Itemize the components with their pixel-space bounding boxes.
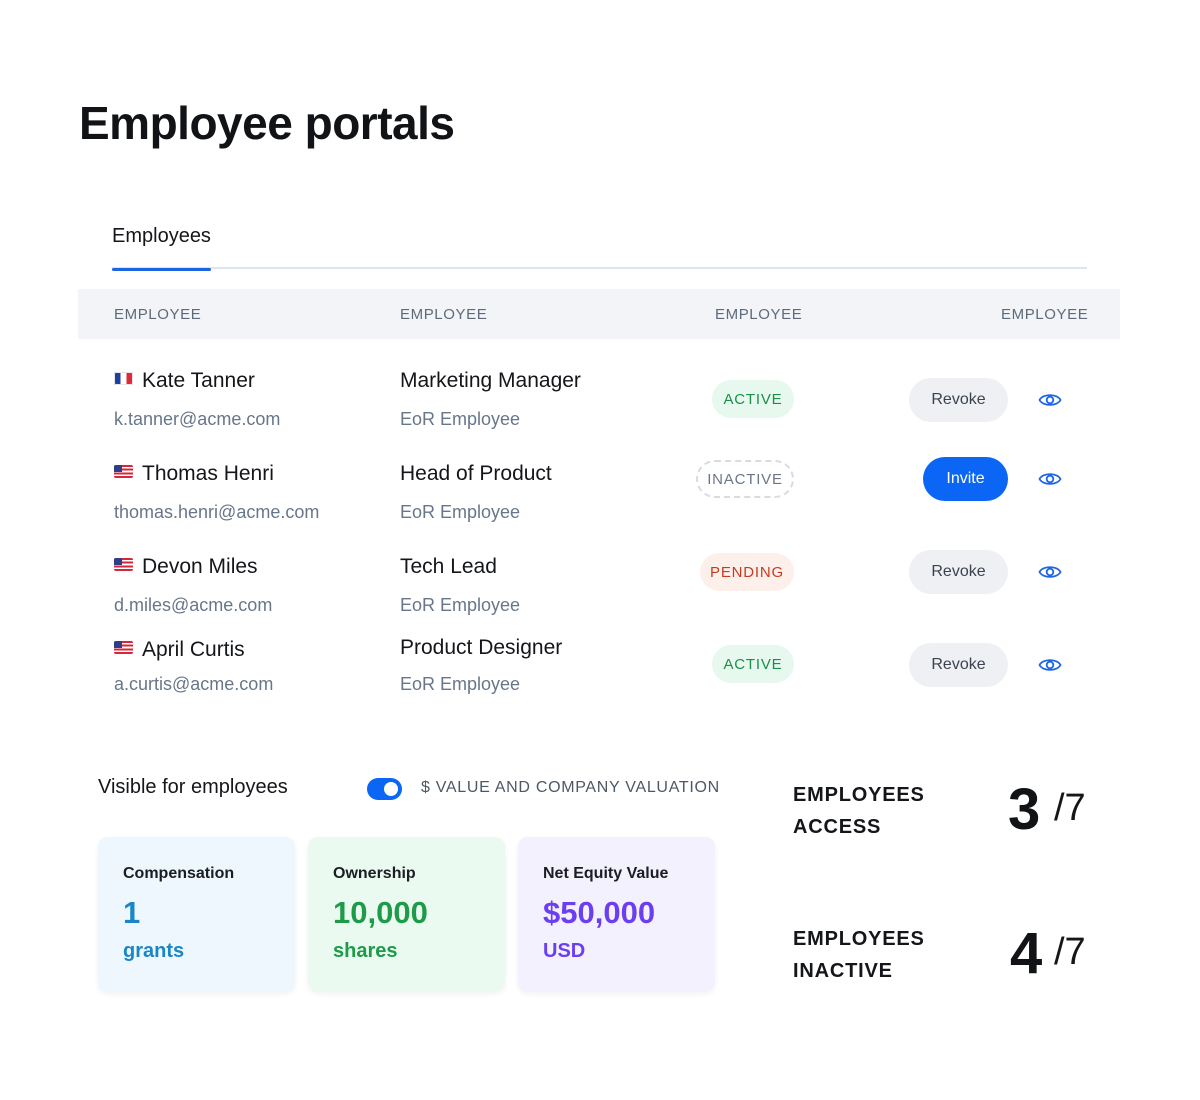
us-flag-icon [114,464,133,478]
fr-flag-icon [114,371,133,385]
column-header[interactable]: EMPLOYEE [114,306,202,323]
table-row: April Curtis a.curtis@acme.com Product D… [78,632,1120,725]
ownership-card: Ownership 10,000 shares [308,837,505,992]
employee-type: EoR Employee [400,674,521,694]
employee-name: April Curtis [142,638,245,661]
card-value: $50,000 [543,895,656,930]
revoke-button[interactable]: Revoke [909,550,1008,594]
table-row: Thomas Henri thomas.henri@acme.com Head … [78,446,1120,539]
employee-type: EoR Employee [400,595,521,615]
column-header[interactable]: EMPLOYEE [1001,306,1089,323]
card-title: Ownership [333,865,416,882]
employees-inactive-label: EMPLOYEES INACTIVE [793,923,925,987]
net-equity-card: Net Equity Value $50,000 USD [518,837,715,992]
card-unit: USD [543,940,586,962]
employees-inactive-count: 4 [1010,921,1043,986]
us-flag-icon [114,640,133,654]
employee-email: k.tanner@acme.com [114,409,281,429]
toggle-knob [384,782,398,796]
us-flag-icon [114,557,133,571]
tab-active-indicator [112,268,211,271]
employee-email: thomas.henri@acme.com [114,502,320,522]
revoke-button[interactable]: Revoke [909,378,1008,422]
eye-icon[interactable] [1038,389,1062,411]
eye-icon[interactable] [1038,468,1062,490]
employee-role: Product Designer [400,636,563,659]
tab-employees-label: Employees [112,225,211,247]
status-badge: ACTIVE [712,645,794,683]
employee-role: Marketing Manager [400,369,581,392]
employee-name: Thomas Henri [142,462,274,485]
eye-icon[interactable] [1038,654,1062,676]
stat-label-line: EMPLOYEES [793,784,925,806]
invite-button[interactable]: Invite [923,457,1008,501]
card-unit: shares [333,940,398,962]
table-row: Kate Tanner k.tanner@acme.com Marketing … [78,353,1120,446]
stat-label-line: ACCESS [793,816,882,838]
employees-access-count: 3 [1008,777,1041,842]
column-header[interactable]: EMPLOYEE [400,306,488,323]
employee-type: EoR Employee [400,409,521,429]
employee-name: Devon Miles [142,555,258,578]
card-title: Compensation [123,865,235,882]
table-row: Devon Miles d.miles@acme.com Tech Lead E… [78,539,1120,632]
card-value: 1 [123,895,141,930]
employee-email: a.curtis@acme.com [114,674,274,694]
visible-for-employees-label: Visible for employees [98,776,288,798]
status-badge: PENDING [700,553,794,591]
card-value: 10,000 [333,895,428,930]
stat-label-line: INACTIVE [793,960,893,982]
employee-type: EoR Employee [400,502,521,522]
column-header[interactable]: EMPLOYEE [715,306,803,323]
employee-name: Kate Tanner [142,369,255,392]
employee-role: Tech Lead [400,555,497,578]
eye-icon[interactable] [1038,561,1062,583]
tab-bar: Employees [112,222,1087,271]
card-title: Net Equity Value [543,865,669,882]
tab-employees[interactable]: Employees [112,222,211,271]
toggle-label: $ VALUE AND COMPANY VALUATION [421,779,720,796]
employee-email: d.miles@acme.com [114,595,273,615]
employee-role: Head of Product [400,462,552,485]
valuation-toggle[interactable] [367,778,402,800]
table-header: EMPLOYEE EMPLOYEE EMPLOYEE EMPLOYEE [78,289,1120,339]
status-badge: ACTIVE [712,380,794,418]
stat-label-line: EMPLOYEES [793,928,925,950]
card-unit: grants [123,940,185,962]
compensation-card: Compensation 1 grants [98,837,295,992]
revoke-button[interactable]: Revoke [909,643,1008,687]
employees-inactive-total: /7 [1054,931,1086,973]
status-badge: INACTIVE [696,460,794,498]
employees-access-label: EMPLOYEES ACCESS [793,779,925,843]
page-title: Employee portals [79,97,455,149]
employees-access-total: /7 [1054,787,1086,829]
